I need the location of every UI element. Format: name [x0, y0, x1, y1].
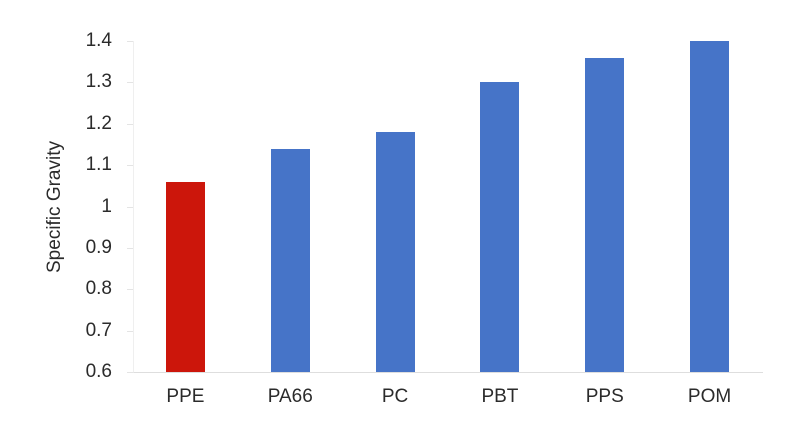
y-tick-mark: [127, 247, 133, 249]
y-tick-mark: [127, 165, 133, 167]
bar-pps: [585, 57, 625, 372]
y-tick-mark: [127, 206, 133, 208]
y-tick-label: 0.6: [85, 361, 112, 382]
y-tick-label: 0.7: [85, 319, 112, 341]
y-tick-mark: [127, 330, 133, 332]
y-tick-label: 1: [101, 195, 112, 217]
x-tick-label: PPE: [166, 386, 205, 407]
bar-pc: [375, 132, 415, 372]
x-tick-label: PC: [381, 386, 409, 407]
y-tick-label: 1.1: [85, 154, 112, 176]
bar-pa66: [270, 148, 310, 372]
bar-pbt: [480, 82, 520, 372]
y-tick-label: 1.2: [85, 112, 112, 134]
bar-ppe: [165, 181, 205, 372]
y-tick-mark: [127, 123, 133, 125]
y-tick-label: 1.4: [85, 30, 112, 51]
x-tick-label: POM: [687, 386, 732, 407]
y-tick-label: 0.8: [85, 278, 112, 300]
y-tick-mark: [127, 289, 133, 291]
x-tick-label: PPS: [585, 386, 624, 407]
bar-pom: [690, 41, 730, 372]
x-tick-label: PBT: [481, 386, 519, 407]
x-tick-label: PA66: [267, 386, 313, 407]
y-tick-label: 1.3: [85, 71, 112, 93]
plot-area: [133, 41, 763, 373]
y-tick-mark: [127, 82, 133, 84]
y-tick-mark: [127, 372, 133, 373]
y-tick-mark: [127, 41, 133, 42]
y-tick-label: 0.9: [85, 236, 112, 258]
